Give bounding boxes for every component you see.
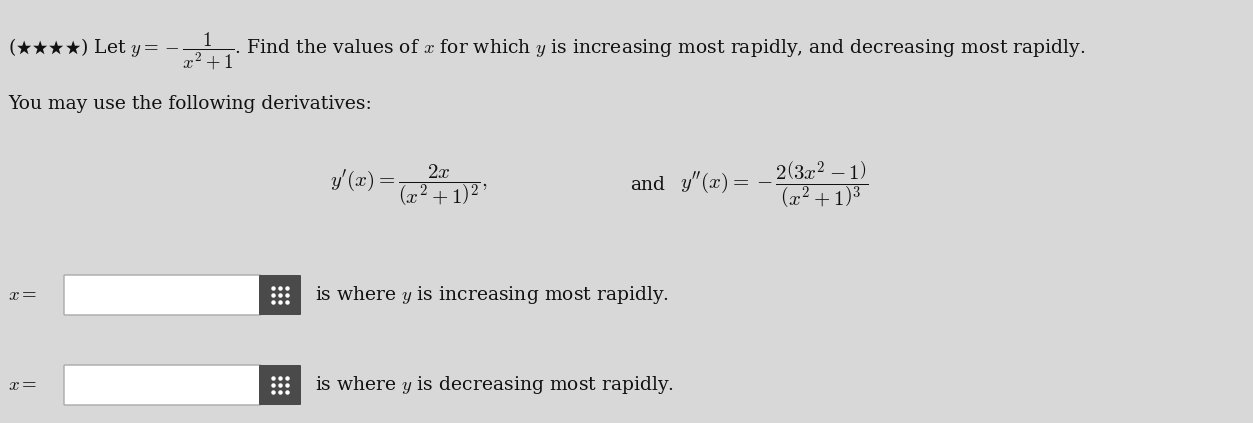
FancyBboxPatch shape (64, 275, 261, 315)
Text: is where $y$ is decreasing most rapidly.: is where $y$ is decreasing most rapidly. (315, 374, 674, 396)
Text: You may use the following derivatives:: You may use the following derivatives: (8, 95, 372, 113)
Text: $x =$: $x =$ (8, 286, 38, 304)
Text: $y''(x) = -\dfrac{2\left(3x^2-1\right)}{\left(x^2+1\right)^3}$: $y''(x) = -\dfrac{2\left(3x^2-1\right)}{… (680, 159, 868, 211)
Text: $x =$: $x =$ (8, 376, 38, 394)
Text: $y'(x) = \dfrac{2x}{\left(x^2+1\right)^2},$: $y'(x) = \dfrac{2x}{\left(x^2+1\right)^2… (330, 162, 487, 208)
Text: is where $y$ is increasing most rapidly.: is where $y$ is increasing most rapidly. (315, 284, 669, 306)
Text: ($\bigstar\bigstar\bigstar\bigstar$) Let $y = -\dfrac{1}{x^2+1}$. Find the value: ($\bigstar\bigstar\bigstar\bigstar$) Let… (8, 30, 1085, 71)
FancyBboxPatch shape (259, 365, 301, 405)
FancyBboxPatch shape (259, 275, 301, 315)
FancyBboxPatch shape (64, 365, 261, 405)
Text: and: and (630, 176, 665, 194)
